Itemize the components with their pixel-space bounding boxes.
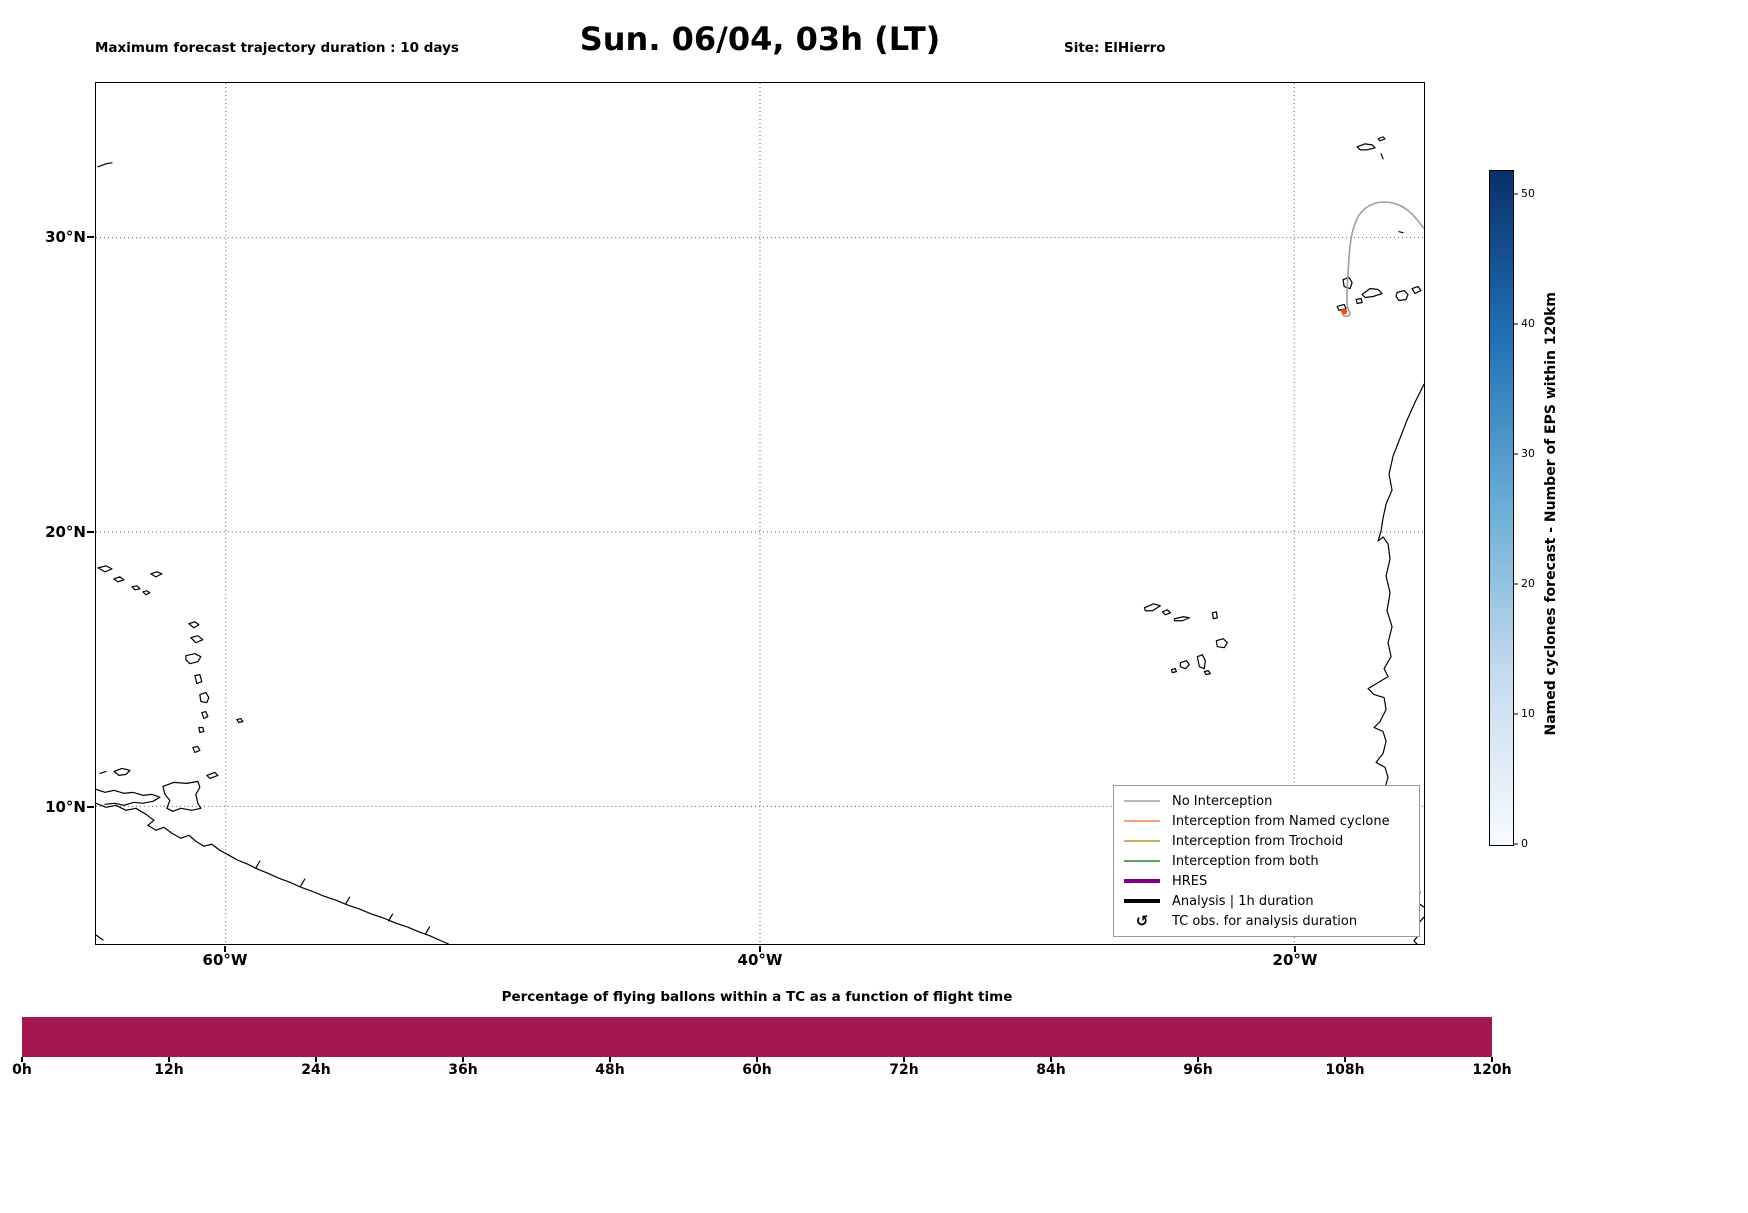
colorbar-tick-label: 20 [1521, 577, 1535, 590]
setting-line: Maximum forecast trajectory duration : 1… [95, 40, 459, 56]
legend-line-sample [1122, 854, 1162, 868]
legend-line-sample [1122, 814, 1162, 828]
axis-tick [168, 1057, 170, 1062]
axis-tick [87, 806, 94, 808]
tc-obs-icon: ↺ [1135, 912, 1149, 930]
colorbar-axis-label: Named cyclones forecast - Number of EPS … [1543, 291, 1559, 736]
colorbar-tick-label: 40 [1521, 317, 1535, 330]
axis-tick [315, 1057, 317, 1062]
flight-time-tick-label: 0h [12, 1062, 32, 1078]
axis-tick [609, 1057, 611, 1062]
legend-item: Interception from both [1122, 851, 1411, 871]
map-legend: No Interception Interception from Named … [1113, 785, 1420, 937]
axis-tick [1197, 1057, 1199, 1062]
flight-time-tick-label: 60h [742, 1062, 772, 1078]
legend-item: No Interception [1122, 791, 1411, 811]
legend-item-label: TC obs. for analysis duration [1172, 913, 1358, 929]
lat-tick-label: 30°N [45, 228, 86, 246]
islands-cape-verde [1143, 603, 1228, 676]
colorbar-tick-label: 50 [1521, 187, 1535, 200]
legend-item: Interception from Named cyclone [1122, 811, 1411, 831]
colorbar-gradient [1489, 170, 1518, 846]
islands-canary [1336, 276, 1422, 312]
legend-line-sample [1122, 834, 1162, 848]
flight-time-chart-title: Percentage of flying ballons within a TC… [501, 989, 1013, 1005]
colorbar-ticks [1513, 193, 1518, 845]
axis-tick [462, 1057, 464, 1062]
coast-estuary-marks [96, 860, 431, 941]
colorbar-tick-label: 0 [1521, 837, 1528, 850]
legend-item-label: No Interception [1172, 793, 1273, 809]
flight-time-tick-label: 12h [154, 1062, 184, 1078]
axis-tick [87, 236, 94, 238]
coast-lesser-antilles [97, 565, 244, 812]
trajectory-no-interception [1342, 201, 1424, 318]
axis-tick [759, 946, 761, 952]
legend-item-label: Analysis | 1h duration [1172, 893, 1314, 909]
flight-time-tick-label: 84h [1036, 1062, 1066, 1078]
flight-time-tick-label: 48h [595, 1062, 625, 1078]
flight-time-tick-label: 108h [1325, 1062, 1365, 1078]
islands-madeira [1356, 136, 1404, 234]
axis-tick [1050, 1057, 1052, 1062]
legend-item-label: HRES [1172, 873, 1208, 889]
axis-tick [1344, 1057, 1346, 1062]
axis-tick [1294, 946, 1296, 952]
legend-item-label: Interception from Trochoid [1172, 833, 1344, 849]
colorbar-tick-label: 10 [1521, 707, 1535, 720]
coast-south-america-main [96, 802, 450, 944]
axis-tick [21, 1057, 23, 1062]
legend-item: Analysis | 1h duration [1122, 891, 1411, 911]
lon-tick-label: 40°W [737, 951, 783, 969]
flight-time-tick-label: 120h [1472, 1062, 1512, 1078]
legend-item-label: Interception from both [1172, 853, 1319, 869]
legend-item: HRES [1122, 871, 1411, 891]
legend-line-sample [1122, 894, 1162, 908]
site-info-line: Site: ElHierro [1064, 40, 1166, 56]
map-axes: No Interception Interception from Named … [95, 82, 1425, 945]
legend-item-label: Interception from Named cyclone [1172, 813, 1390, 829]
colorbar-tick-label: 30 [1521, 447, 1535, 460]
flight-time-tick-label: 24h [301, 1062, 331, 1078]
axis-tick [224, 946, 226, 952]
coast-bermuda [97, 162, 113, 168]
lat-tick-label: 20°N [45, 523, 86, 541]
legend-item: Interception from Trochoid [1122, 831, 1411, 851]
figure-title: Sun. 06/04, 03h (LT) [579, 20, 941, 58]
flight-time-tick-label: 72h [889, 1062, 919, 1078]
axis-tick [756, 1057, 758, 1062]
axis-tick [1491, 1057, 1493, 1062]
axis-tick [87, 531, 94, 533]
lat-tick-label: 10°N [45, 798, 86, 816]
legend-item: ↺ TC obs. for analysis duration [1122, 911, 1411, 931]
colorbar [1489, 170, 1519, 850]
lon-tick-label: 60°W [202, 951, 248, 969]
coast-south-america [96, 788, 161, 806]
flight-time-tick-label: 96h [1183, 1062, 1213, 1078]
flight-time-bar [22, 1017, 1492, 1057]
legend-line-sample [1122, 874, 1162, 888]
legend-line-sample [1122, 794, 1162, 808]
flight-time-tick-label: 36h [448, 1062, 478, 1078]
site-marker [1341, 308, 1348, 315]
lon-tick-label: 20°W [1272, 951, 1318, 969]
axis-tick [903, 1057, 905, 1062]
